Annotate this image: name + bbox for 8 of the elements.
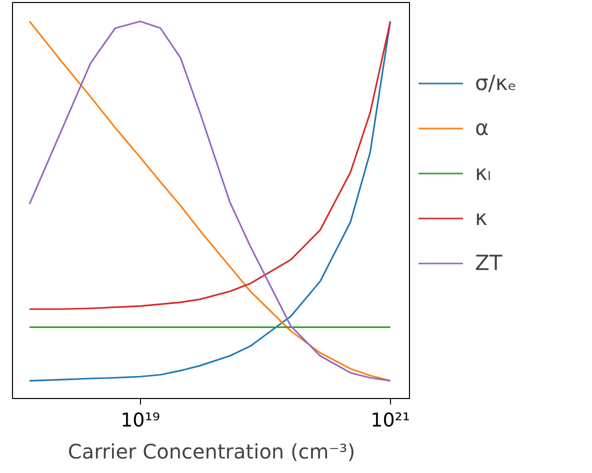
legend-label: κₗ <box>475 161 492 185</box>
legend-label: κ <box>475 206 488 230</box>
x-tick-label: 10¹⁹ <box>120 410 160 432</box>
x-axis-title: Carrier Concentration (cm⁻³) <box>68 440 356 464</box>
legend-label: σ/κₑ <box>475 71 517 95</box>
legend-label: ZT <box>475 251 502 275</box>
legend-label: α <box>475 116 490 140</box>
x-tick-label: 10²¹ <box>370 410 410 432</box>
